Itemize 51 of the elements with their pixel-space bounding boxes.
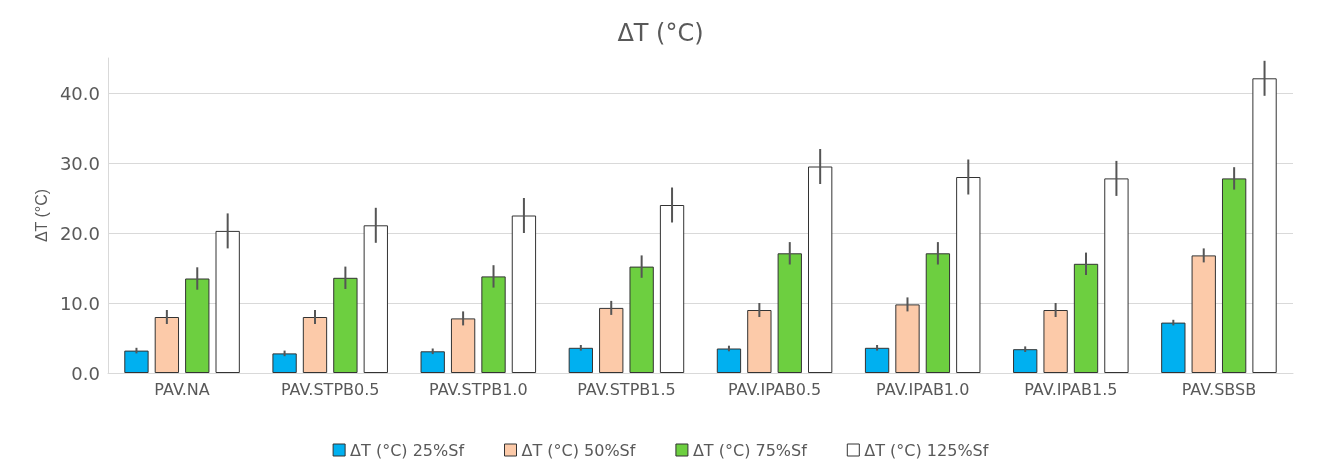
legend-label: ΔT (°C) 25%Sf [350, 440, 465, 460]
bar [1221, 178, 1247, 373]
bar [363, 225, 388, 373]
bar [808, 166, 833, 373]
bar [185, 278, 210, 373]
x-tick-label: PAV.STPB1.0 [429, 379, 528, 399]
bar [511, 215, 537, 373]
bar [629, 266, 654, 373]
x-tick-label: PAV.NA [154, 379, 210, 399]
bar [124, 350, 149, 373]
y-axis-title: ΔT (°C) [32, 188, 50, 243]
x-tick-label: PAV.IPAB0.5 [727, 379, 822, 399]
bar [154, 317, 180, 373]
bar [1191, 255, 1216, 373]
legend-label: ΔT (°C) 125%Sf [864, 440, 989, 460]
bar [864, 347, 890, 373]
y-tick-label: 10.0 [59, 292, 100, 314]
y-tick-label: 30.0 [59, 152, 100, 174]
bar [599, 307, 624, 373]
x-tick-label: PAV.SBSB [1181, 379, 1257, 399]
bar [450, 318, 476, 373]
bar [777, 253, 802, 373]
bar [956, 177, 981, 373]
y-tick-label: 40.0 [59, 82, 100, 104]
bar [420, 351, 445, 373]
bar [1013, 349, 1038, 373]
bar [716, 348, 742, 373]
bar [272, 353, 297, 373]
x-tick-label: PAV.IPAB1.5 [1024, 379, 1118, 399]
chart-title: ΔT (°C) [617, 19, 704, 47]
bar [925, 253, 951, 373]
x-tick-label: PAV.IPAB1.0 [876, 379, 970, 399]
bar [568, 347, 593, 373]
bar [215, 230, 240, 373]
bar [302, 317, 328, 373]
bar [1073, 263, 1099, 373]
legend-label: ΔT (°C) 75%Sf [692, 440, 808, 460]
legend-label: ΔT (°C) 50%Sf [521, 440, 636, 460]
bar [895, 304, 920, 373]
bar [481, 276, 506, 373]
bar [659, 205, 685, 373]
x-tick-label: PAV.STPB0.5 [280, 379, 380, 399]
bar [1161, 322, 1186, 373]
y-tick-label: 20.0 [59, 222, 100, 244]
bar [747, 310, 772, 373]
bar [1043, 310, 1068, 373]
x-tick-label: PAV.STPB1.5 [577, 379, 676, 399]
bar [1104, 178, 1129, 373]
bar [333, 277, 358, 373]
bar [1252, 78, 1277, 373]
y-tick-label: 0.0 [71, 362, 100, 384]
